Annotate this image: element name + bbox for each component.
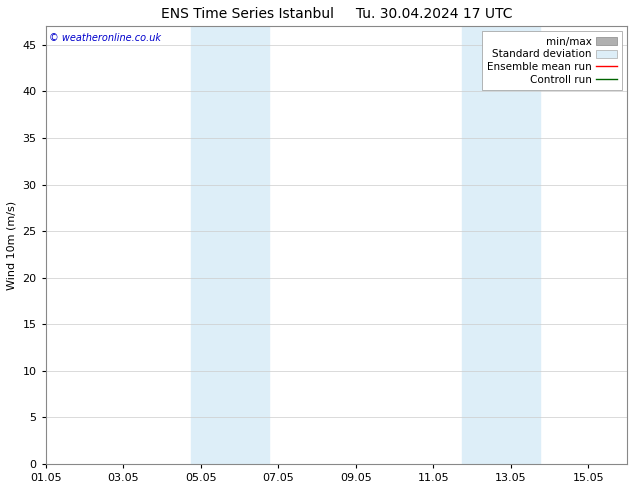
Text: © weatheronline.co.uk: © weatheronline.co.uk (49, 33, 160, 43)
Legend: min/max, Standard deviation, Ensemble mean run, Controll run: min/max, Standard deviation, Ensemble me… (482, 31, 622, 90)
Title: ENS Time Series Istanbul     Tu. 30.04.2024 17 UTC: ENS Time Series Istanbul Tu. 30.04.2024 … (160, 7, 512, 21)
Y-axis label: Wind 10m (m/s): Wind 10m (m/s) (7, 200, 17, 290)
Bar (462, 26, 540, 464)
Bar (191, 26, 269, 464)
